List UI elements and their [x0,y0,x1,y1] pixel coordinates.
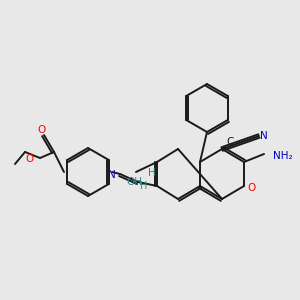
Text: C: C [226,137,234,147]
Text: N: N [260,131,268,141]
Text: H: H [148,168,156,178]
Text: NH₂: NH₂ [273,151,292,161]
Text: OH: OH [126,177,142,187]
Text: O: O [248,183,256,193]
Text: O: O [38,125,46,135]
Text: N: N [108,170,116,180]
Text: H: H [140,181,148,191]
Text: O: O [26,154,34,164]
